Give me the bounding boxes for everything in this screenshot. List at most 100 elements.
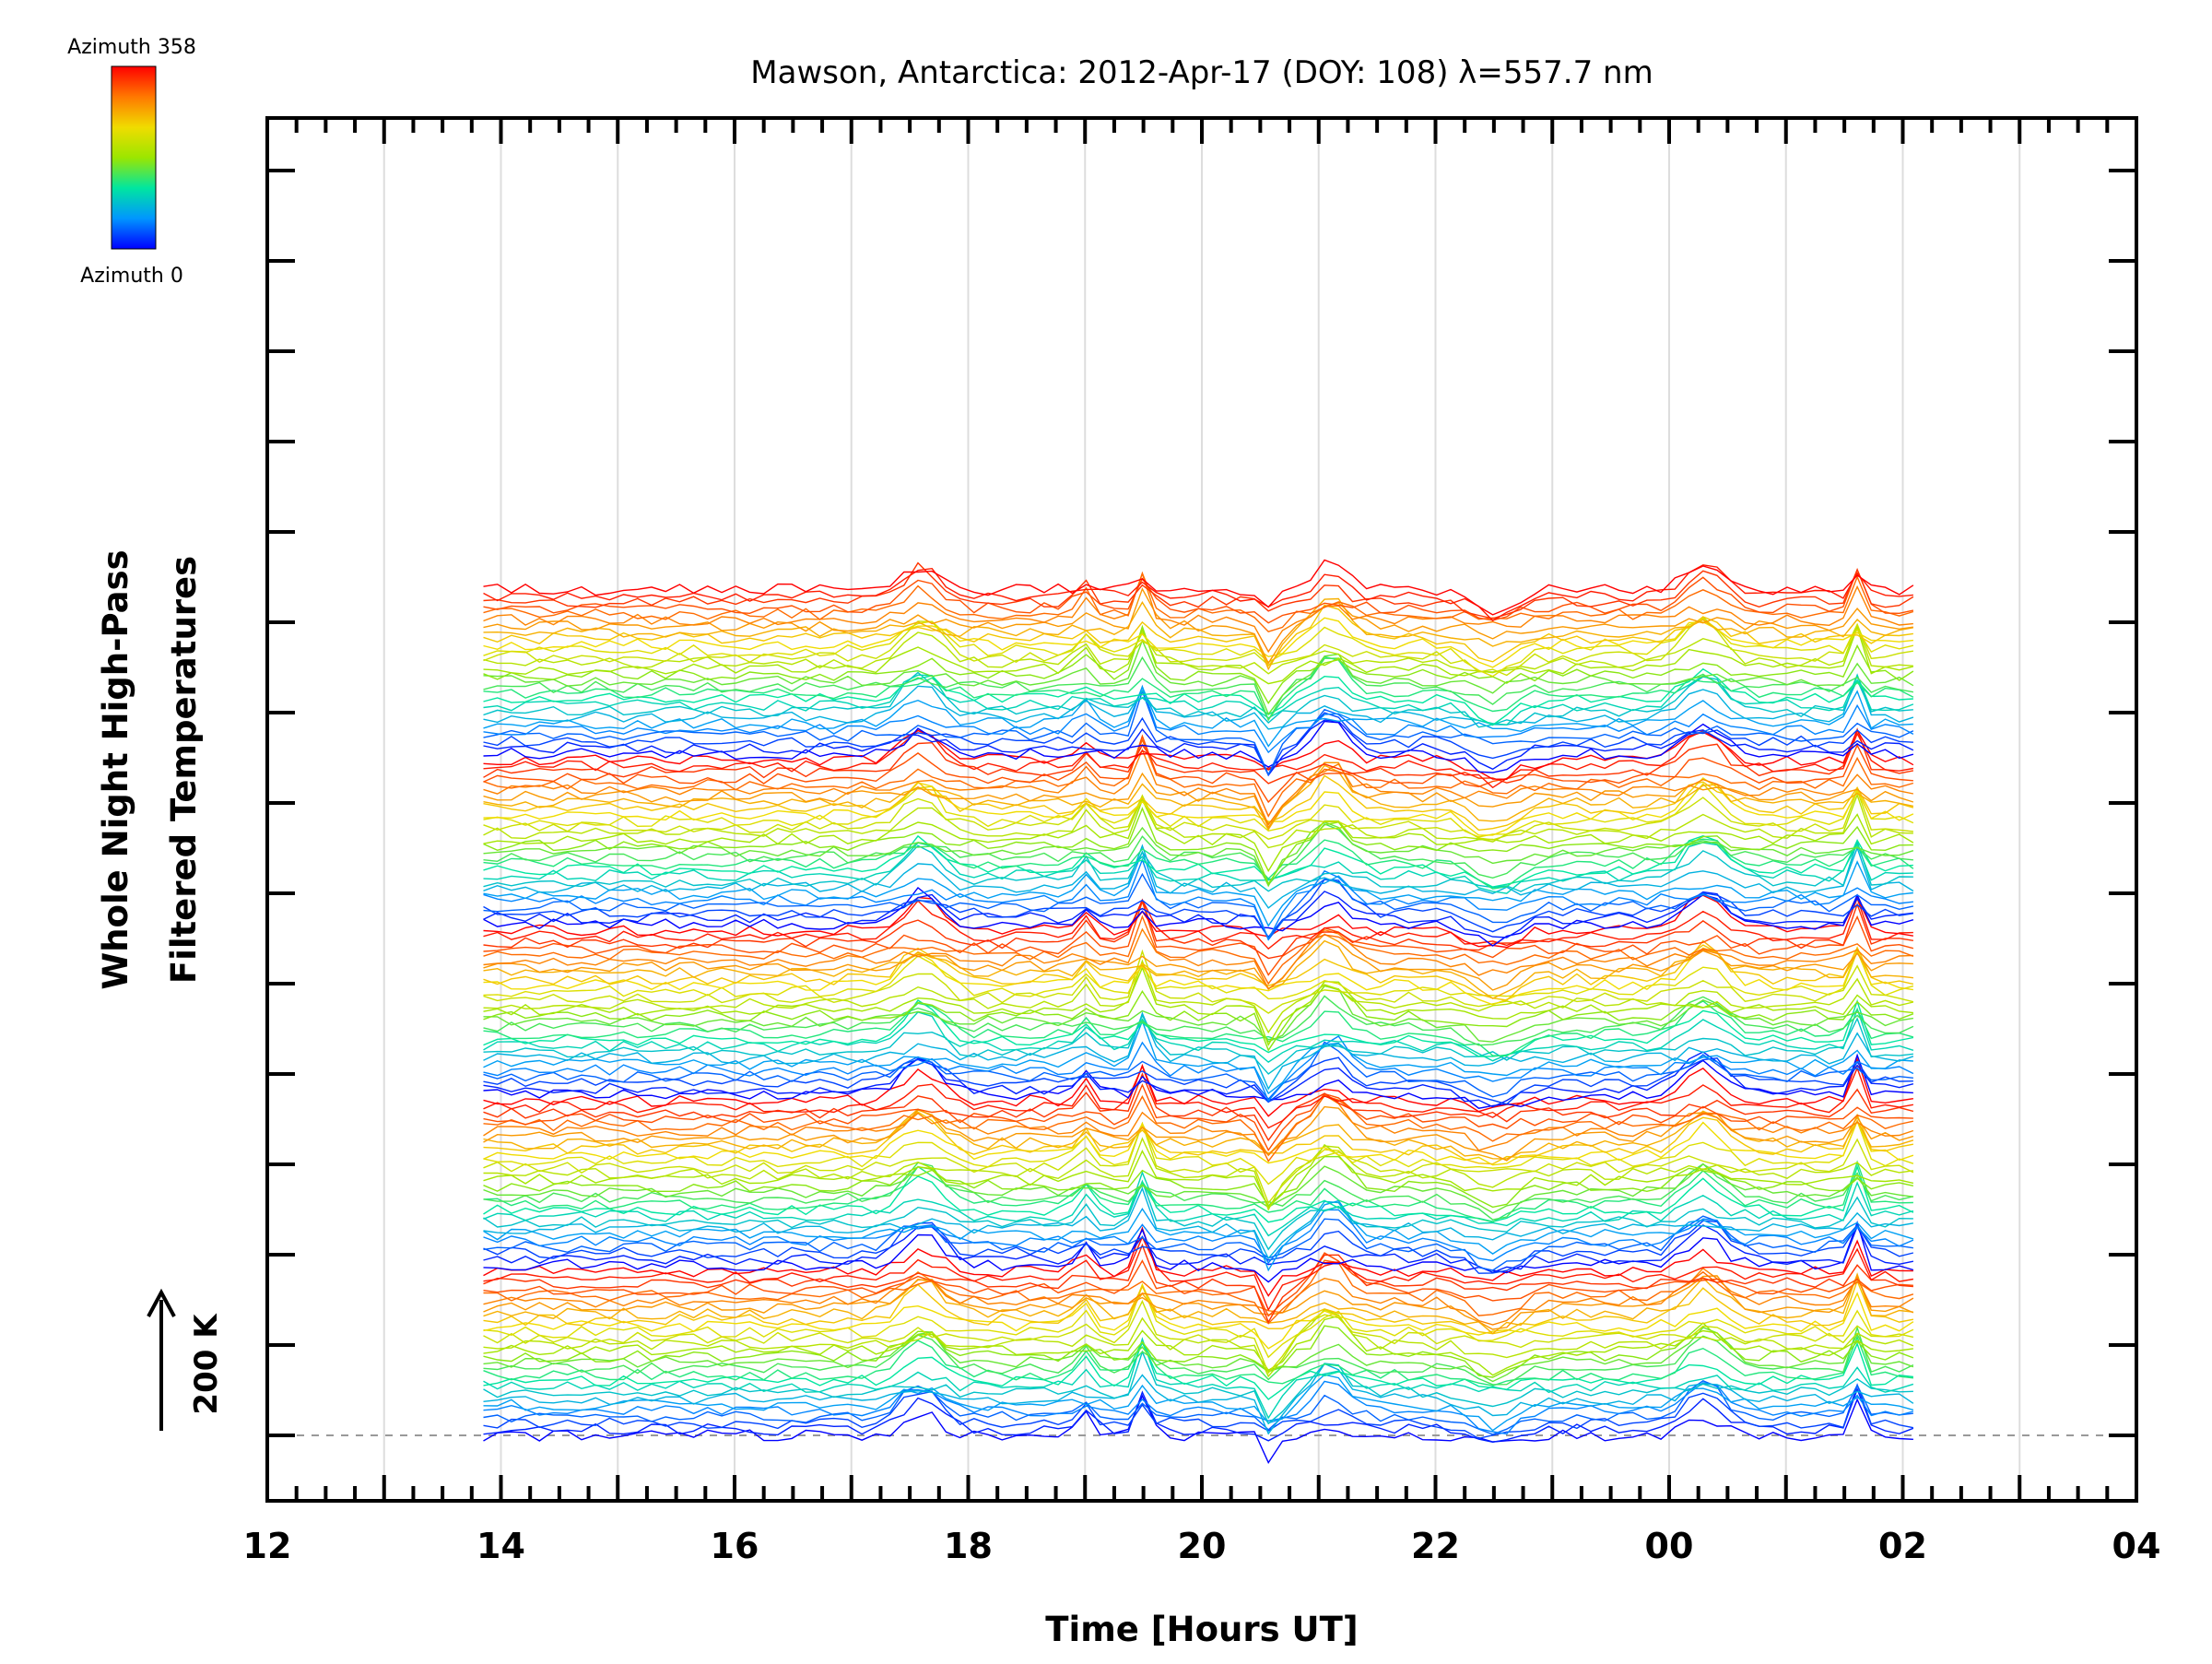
- series-line: [483, 838, 1914, 890]
- series-line: [483, 1094, 1914, 1162]
- x-tick-label: 18: [944, 1526, 993, 1566]
- y-axis-label-line1: Whole Night High-Pass: [96, 549, 135, 989]
- series-line: [483, 898, 1914, 960]
- series-line: [483, 685, 1913, 748]
- series-line: [483, 887, 1914, 947]
- series-line: [483, 1179, 1913, 1251]
- series-line: [483, 1119, 1914, 1166]
- series-line: [483, 764, 1914, 831]
- series-line: [483, 1111, 1914, 1165]
- series-line: [483, 1380, 1914, 1435]
- series-line: [483, 1252, 1913, 1317]
- series-line: [483, 891, 1913, 938]
- colorbar-top-label: Azimuth 358: [67, 36, 196, 59]
- series-line: [483, 1267, 1914, 1326]
- series-line: [483, 933, 1913, 991]
- scale-bar: 200 K: [147, 1288, 225, 1431]
- x-tick-label: 22: [1411, 1526, 1460, 1566]
- series-line: [483, 1011, 1914, 1091]
- series-line: [483, 844, 1914, 909]
- series-group: [483, 559, 1914, 1465]
- series-line: [483, 793, 1913, 849]
- series-line: [483, 1121, 1914, 1205]
- series-line: [483, 734, 1913, 804]
- series-line: [483, 959, 1914, 1034]
- series-line: [483, 1272, 1913, 1335]
- series-line: [483, 1053, 1913, 1109]
- series-line: [483, 1137, 1913, 1211]
- series-line: [483, 1387, 1914, 1444]
- x-tick-label: 14: [477, 1526, 525, 1566]
- series-line: [483, 564, 1913, 622]
- series-line: [483, 638, 1914, 716]
- x-axis-label: Time [Hours UT]: [1045, 1610, 1358, 1649]
- series-line: [483, 689, 1914, 777]
- series-line: [483, 985, 1914, 1043]
- series-line: [483, 1226, 1913, 1297]
- series-line: [483, 1160, 1913, 1223]
- series-line: [483, 850, 1913, 927]
- series-line: [483, 899, 1914, 976]
- series-line: [483, 1035, 1914, 1103]
- series-line: [483, 624, 1914, 705]
- series-line: [483, 761, 1914, 830]
- colorbar-bottom-label: Azimuth 0: [80, 265, 183, 288]
- series-line: [483, 1064, 1914, 1129]
- series-line: [483, 1108, 1914, 1160]
- series-line: [483, 617, 1913, 668]
- series-line: [483, 1279, 1914, 1335]
- series-line: [483, 1019, 1913, 1095]
- series-line: [483, 1383, 1914, 1440]
- series-line: [483, 777, 1914, 836]
- series-line: [483, 571, 1913, 654]
- series-line: [483, 1143, 1914, 1209]
- x-tick-label: 04: [2112, 1526, 2161, 1566]
- series-line: [483, 729, 1914, 789]
- series-line: [483, 1308, 1914, 1378]
- series-line: [483, 1337, 1914, 1420]
- series-line: [483, 1163, 1913, 1214]
- x-tick-labels: 12 14 16 18 20 22 00 02 04: [243, 1526, 2161, 1566]
- colorbar: [111, 65, 157, 250]
- series-line: [483, 879, 1914, 938]
- series-line: [483, 915, 1914, 985]
- series-line: [483, 1380, 1913, 1435]
- series-line: [483, 1394, 1913, 1465]
- series-line: [483, 1224, 1914, 1274]
- series-line: [483, 939, 1913, 999]
- series-line: [483, 1093, 1914, 1157]
- series-line: [483, 1199, 1914, 1272]
- series-line: [483, 571, 1914, 632]
- series-line: [483, 1235, 1914, 1312]
- series-line: [483, 821, 1914, 888]
- series-line: [483, 1056, 1913, 1105]
- series-line: [483, 1282, 1914, 1350]
- series-line: [483, 1041, 1913, 1101]
- series-line: [483, 748, 1914, 826]
- series-line: [483, 1186, 1914, 1260]
- series-line: [483, 684, 1914, 754]
- series-line: [483, 719, 1914, 777]
- series-line: [483, 1325, 1914, 1386]
- series-line: [483, 1164, 1914, 1223]
- series-line: [483, 1220, 1914, 1274]
- series-line: [483, 1322, 1914, 1378]
- x-tick-label: 20: [1178, 1526, 1227, 1566]
- series-line: [483, 567, 1914, 624]
- series-line: [483, 671, 1913, 728]
- series-line: [483, 1007, 1914, 1063]
- series-line: [483, 1072, 1914, 1142]
- series-line: [483, 944, 1914, 1001]
- scale-bar-label: 200 K: [188, 1313, 225, 1415]
- series-line: [483, 1274, 1914, 1330]
- series-line: [483, 783, 1914, 838]
- series-line: [483, 1013, 1913, 1075]
- series-line: [483, 1259, 1914, 1325]
- series-line: [483, 604, 1913, 667]
- series-line: [483, 1340, 1913, 1400]
- x-tick-label: 16: [711, 1526, 759, 1566]
- series-line: [483, 947, 1914, 1006]
- y-axis-label-line2: Filtered Temperatures: [164, 556, 204, 984]
- series-line: [483, 1243, 1913, 1324]
